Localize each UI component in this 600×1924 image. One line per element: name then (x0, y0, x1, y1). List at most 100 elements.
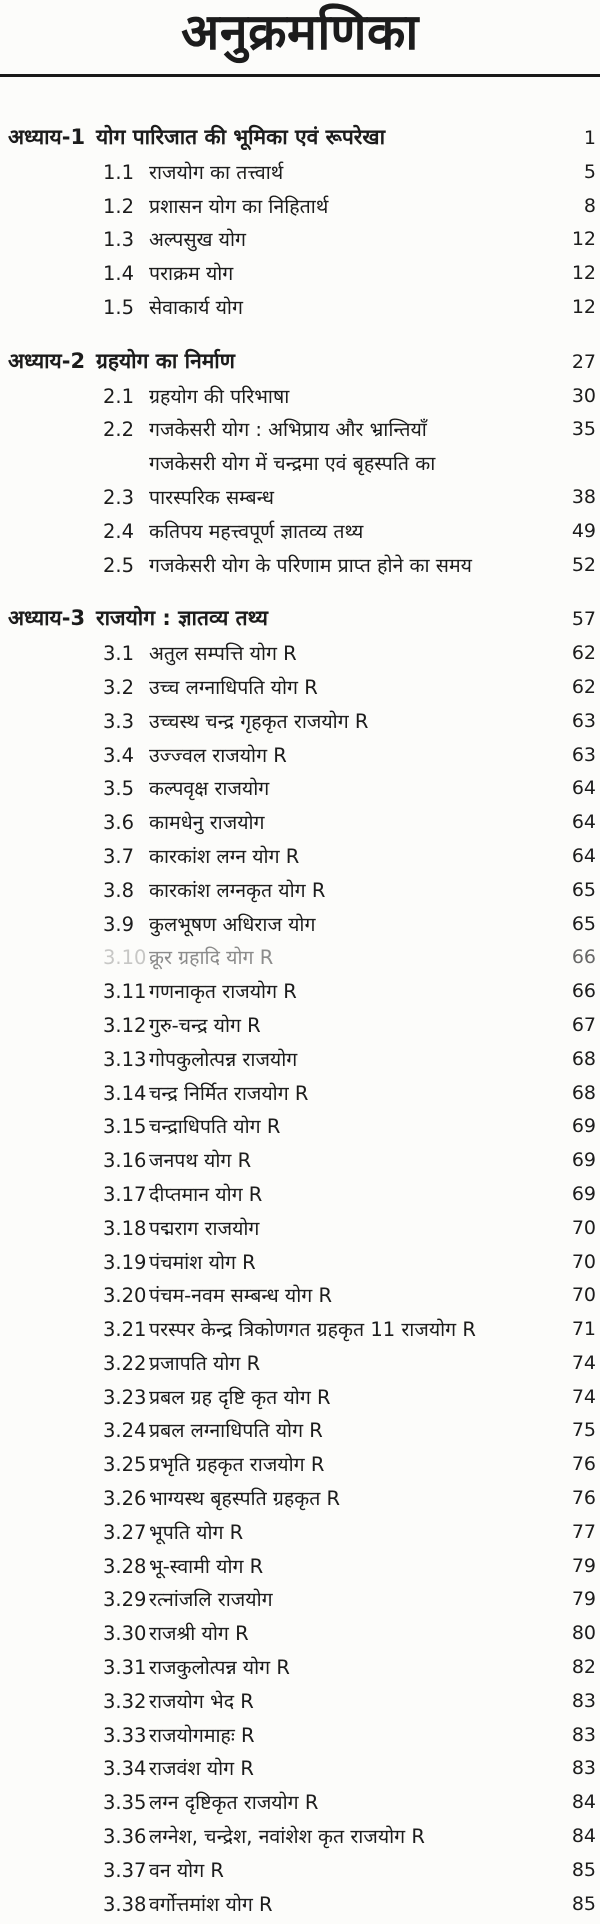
section-title: उज्ज्वल राजयोग R (149, 739, 552, 773)
section-number: 2.1 (103, 384, 135, 408)
section-title-line: सेवाकार्य योग (149, 295, 243, 319)
section-title: भूपति योग R (149, 1516, 552, 1550)
section-page-number: 30 (571, 384, 596, 407)
section-title: कामधेनु राजयोग (149, 806, 552, 840)
section-title-line: चन्द्र निर्मित राजयोग R (149, 1081, 309, 1105)
section-number: 3.38 (103, 1892, 147, 1916)
section-number: 3.28 (103, 1554, 147, 1578)
section-number: 2.3 (103, 485, 135, 509)
section-page-number: 76 (571, 1487, 596, 1510)
chapter-label: अध्याय-1 (8, 125, 86, 149)
section-page-number: 66 (571, 946, 596, 969)
section-title-line: पंचमांश योग R (149, 1250, 256, 1274)
toc-entry: 2.1 ग्रहयोग की परिभाषा 30 (8, 380, 596, 414)
section-title-line: भू-स्वामी योग R (149, 1554, 264, 1578)
section-title: राजकुलोत्पन्न योग R (149, 1651, 552, 1685)
section-title-line: कारकांश लग्न योग R (149, 844, 300, 868)
toc-entry: 3.19 पंचमांश योग R 70 (8, 1246, 596, 1280)
section-page-number: 69 (571, 1149, 596, 1172)
section-title-line: गजकेसरी योग में चन्द्रमा एवं बृहस्पति का (149, 452, 436, 476)
page-title: अनुक्रमणिका (181, 3, 419, 61)
section-title: उच्च लग्नाधिपति योग R (149, 671, 552, 705)
toc-entry: 3.32 राजयोग भेद R 83 (8, 1685, 596, 1719)
section-title-line: गुरु-चन्द्र योग R (149, 1013, 261, 1037)
toc-entry: 3.34 राजवंश योग R 83 (8, 1752, 596, 1786)
section-page-number: 83 (571, 1723, 596, 1746)
section-title: लग्नेश, चन्द्रेश, नवांशेश कृत राजयोग R (149, 1820, 552, 1854)
toc-entry: 3.18 पद्मराग राजयोग 70 (8, 1212, 596, 1246)
section-number: 1.4 (103, 262, 135, 286)
section-page-number: 83 (571, 1757, 596, 1780)
section-title-line: कामधेनु राजयोग (149, 811, 265, 835)
section-title: अल्पसुख योग (149, 223, 552, 257)
section-title-line: कतिपय महत्त्वपूर्ण ज्ञातव्य तथ्य (149, 519, 364, 543)
section-number: 3.12 (103, 1013, 147, 1037)
section-number: 3.31 (103, 1656, 147, 1680)
section-title-line: प्रभृति ग्रहकृत राजयोग R (149, 1453, 325, 1477)
section-title: अतुल सम्पत्ति योग R (149, 637, 552, 671)
section-number: 2.5 (103, 553, 135, 577)
title-divider (0, 74, 600, 77)
section-title: प्रबल लग्नाधिपति योग R (149, 1414, 552, 1448)
section-title: कल्पवृक्ष राजयोग (149, 772, 552, 806)
section-number: 3.36 (103, 1825, 147, 1849)
section-number: 3.15 (103, 1115, 147, 1139)
section-title-line: वर्गोत्तमांश योग R (149, 1892, 273, 1916)
section-page-number: 52 (571, 553, 596, 576)
toc-entry: 3.35 लग्न दृष्टिकृत राजयोग R 84 (8, 1786, 596, 1820)
section-page-number: 63 (571, 743, 596, 766)
section-page-number: 79 (571, 1554, 596, 1577)
section-title: ग्रहयोग की परिभाषा (149, 380, 552, 414)
toc-entry: 2.5 गजकेसरी योग के परिणाम प्राप्त होने का… (8, 549, 596, 583)
section-number: 3.17 (103, 1182, 147, 1206)
section-number: 3.5 (103, 777, 135, 801)
toc-entry: 1.4 पराक्रम योग 12 (8, 257, 596, 291)
section-page-number: 76 (571, 1453, 596, 1476)
section-title-line: अतुल सम्पत्ति योग R (149, 642, 297, 666)
section-page-number: 74 (571, 1385, 596, 1408)
chapter-label: अध्याय-2 (8, 348, 86, 373)
section-title: सेवाकार्य योग (149, 291, 552, 325)
section-number: 3.27 (103, 1520, 147, 1544)
section-title-line: वन योग R (149, 1858, 224, 1882)
section-title: क्रूर ग्रहादि योग R (149, 941, 552, 975)
toc-entry: 3.8 कारकांश लग्नकृत योग R 65 (8, 874, 596, 908)
toc-entry: 3.30 राजश्री योग R 80 (8, 1617, 596, 1651)
section-number: 1.2 (103, 194, 135, 218)
toc-entry: 3.28 भू-स्वामी योग R 79 (8, 1550, 596, 1584)
section-title: गजकेसरी योग के परिणाम प्राप्त होने का सम… (149, 549, 552, 583)
toc-entry: 3.24 प्रबल लग्नाधिपति योग R 75 (8, 1414, 596, 1448)
section-title: गोपकुलोत्पन्न राजयोग (149, 1043, 552, 1077)
section-title-line: पंचम-नवम सम्बन्ध योग R (149, 1284, 333, 1308)
section-number: 3.21 (103, 1318, 147, 1342)
section-title: लग्न दृष्टिकृत राजयोग R (149, 1786, 552, 1820)
section-page-number: 83 (571, 1689, 596, 1712)
toc-entry: 1.2 प्रशासन योग का निहितार्थ 8 (8, 190, 596, 224)
section-title: कुलभूषण अधिराज योग (149, 908, 552, 942)
section-page-number: 70 (571, 1284, 596, 1307)
section-page-number: 12 (571, 295, 596, 318)
section-title: गुरु-चन्द्र योग R (149, 1009, 552, 1043)
section-page-number: 63 (571, 709, 596, 732)
section-title: चन्द्र निर्मित राजयोग R (149, 1077, 552, 1111)
section-title-line: राजवंश योग R (149, 1757, 254, 1781)
toc-entry: 3.6 कामधेनु राजयोग 64 (8, 806, 596, 840)
toc-list: अध्याय-1 योग पारिजात की भूमिका एवं रूपरेख… (0, 77, 600, 1921)
toc-entry: 3.14 चन्द्र निर्मित राजयोग R 68 (8, 1077, 596, 1111)
section-title: परस्पर केन्द्र त्रिकोणगत ग्रहकृत 11 राजय… (149, 1313, 552, 1347)
section-number: 3.1 (103, 642, 135, 666)
toc-entry: 3.37 वन योग R 85 (8, 1854, 596, 1888)
section-page-number: 80 (571, 1622, 596, 1645)
section-title-line: कुलभूषण अधिराज योग (149, 912, 316, 936)
section-title-line: प्रबल ग्रह दृष्टि कृत योग R (149, 1385, 331, 1409)
section-number: 2.4 (103, 519, 135, 543)
toc-entry: 3.1 अतुल सम्पत्ति योग R 62 (8, 637, 596, 671)
section-number: 1.1 (103, 160, 135, 184)
toc-entry: 3.15 चन्द्राधिपति योग R 69 (8, 1110, 596, 1144)
section-title-line: पारस्परिक सम्बन्ध (149, 485, 275, 509)
section-page-number: 71 (571, 1318, 596, 1341)
section-title: गणनाकृत राजयोग R (149, 975, 552, 1009)
section-page-number: 84 (571, 1825, 596, 1848)
chapter-title: राजयोग : ज्ञातव्य तथ्य (96, 606, 268, 631)
